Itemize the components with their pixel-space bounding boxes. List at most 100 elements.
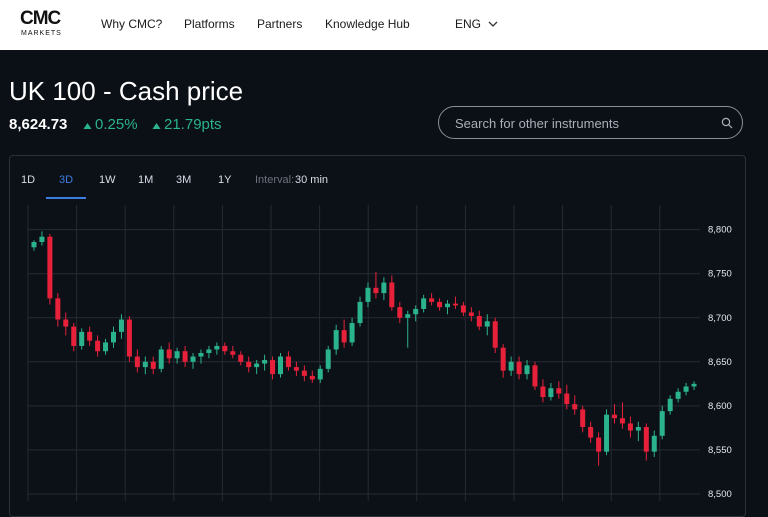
candle-body: [238, 354, 244, 362]
y-tick-label: 8,600: [708, 401, 732, 412]
candle-body: [516, 361, 522, 375]
candle-body: [619, 418, 625, 424]
candle-body: [659, 411, 665, 436]
candle-body: [246, 361, 252, 368]
tab[interactable]: 1W: [99, 174, 116, 186]
candle-body: [39, 236, 45, 242]
language[interactable]: ENG: [455, 17, 482, 31]
candle-body: [532, 365, 538, 387]
y-tick-label: 8,700: [708, 313, 732, 324]
candle-body: [103, 342, 109, 352]
candle-body: [166, 349, 172, 359]
candle-body: [588, 427, 594, 438]
candle-body: [254, 363, 260, 368]
candle-body: [158, 349, 164, 369]
candle-body: [405, 314, 411, 318]
candle-body: [667, 398, 673, 412]
candle-body: [508, 361, 514, 371]
candle-body: [548, 388, 554, 398]
candle-body: [627, 423, 633, 431]
candlestick-chart: 8,500 8,550 8,600 8,650 8,700 8,750 8,800: [27, 205, 732, 501]
candle-body: [580, 409, 586, 427]
search-placeholder: Search for other instruments: [455, 116, 620, 131]
candle-body: [572, 404, 578, 410]
search-box[interactable]: Search for other instruments: [438, 106, 743, 139]
header: CMC MARKETS Why CMC? Platforms Partners …: [0, 0, 768, 50]
nav-link[interactable]: Partners: [257, 17, 303, 31]
nav-link[interactable]: Platforms: [184, 17, 235, 31]
candle-body: [270, 360, 276, 375]
candle-body: [445, 303, 450, 308]
candle-body: [71, 326, 77, 346]
candle-body: [691, 383, 697, 387]
candle-body: [222, 345, 228, 352]
y-tick-label: 8,500: [708, 489, 732, 500]
candle-body: [55, 298, 61, 320]
y-tick-label: 8,650: [708, 357, 732, 368]
candle-body: [651, 435, 657, 452]
candle-body: [612, 414, 617, 419]
candle-body: [683, 386, 689, 392]
interval[interactable]: 30 min: [295, 174, 329, 186]
change-pts: 21.79pts: [164, 116, 222, 133]
tab[interactable]: 1M: [138, 174, 154, 186]
candle-body: [373, 287, 379, 294]
up-arrow: [152, 123, 161, 129]
candle-body: [460, 305, 466, 313]
candle-body: [381, 282, 387, 294]
tab-active[interactable]: 3D: [59, 174, 74, 186]
candle-body: [325, 349, 331, 369]
tab-underline: [46, 197, 86, 199]
candle-body: [126, 319, 132, 357]
candle-body: [429, 298, 435, 302]
candle-body: [118, 319, 124, 332]
candle-body: [604, 414, 610, 452]
candle-body: [643, 427, 649, 452]
candle-body: [333, 330, 339, 350]
candle-body: [206, 349, 212, 353]
tab[interactable]: 1Y: [218, 174, 232, 186]
candle-body: [278, 356, 283, 375]
candle-body: [198, 353, 204, 357]
candle-body: [476, 316, 482, 327]
candle-body: [317, 368, 323, 380]
candle-body: [452, 303, 458, 306]
y-tick-label: 8,550: [708, 445, 732, 456]
candle-body: [214, 345, 220, 350]
candle-body: [87, 331, 93, 341]
candle-body: [437, 301, 443, 308]
candle-body: [397, 307, 403, 318]
candle-body: [484, 321, 490, 327]
instrument-title: UK 100 - Cash price: [9, 76, 244, 106]
nav-link[interactable]: Knowledge Hub: [325, 17, 410, 31]
candle-body: [389, 282, 395, 308]
candle-body: [349, 323, 355, 343]
candle-body: [111, 331, 116, 343]
candle-body: [262, 360, 268, 364]
tab[interactable]: 1D: [21, 174, 36, 186]
candle-body: [596, 437, 602, 452]
search-icon: [721, 117, 733, 129]
price: 8,624.73: [9, 116, 68, 133]
candle-body: [230, 351, 236, 355]
candle-body: [285, 356, 291, 368]
logo[interactable]: CMC: [20, 8, 61, 29]
candle-body: [675, 391, 681, 399]
candle-body: [182, 351, 188, 362]
interval-label: Interval:: [255, 174, 295, 186]
tab[interactable]: 3M: [176, 174, 192, 186]
nav-link[interactable]: Why CMC?: [101, 17, 163, 31]
candle-body: [556, 388, 562, 394]
candle-body: [524, 365, 530, 375]
y-tick-label: 8,750: [708, 269, 732, 280]
candle-body: [190, 356, 196, 362]
y-tick-label: 8,800: [708, 225, 732, 236]
candle-body: [309, 375, 315, 380]
candle-body: [540, 386, 546, 398]
candle-body: [301, 370, 307, 376]
candle-body: [421, 298, 427, 309]
candle-body: [47, 236, 53, 299]
candle-body: [357, 301, 363, 324]
candle-body: [500, 347, 506, 371]
candle-body: [95, 340, 101, 352]
